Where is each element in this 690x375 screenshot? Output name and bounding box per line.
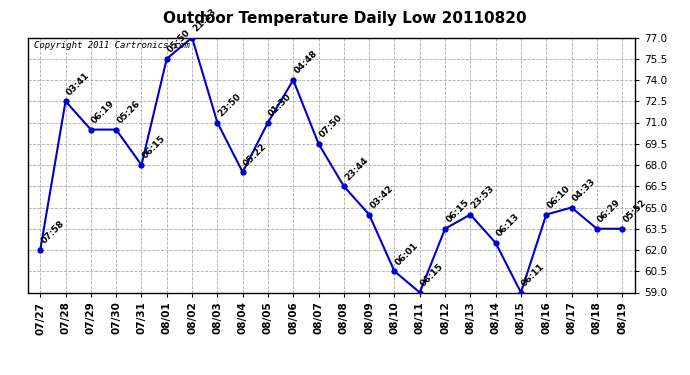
Text: 05:52: 05:52 (621, 198, 648, 225)
Text: 05:26: 05:26 (115, 99, 142, 125)
Text: 06:19: 06:19 (90, 99, 117, 125)
Text: 21:13: 21:13 (191, 7, 218, 33)
Text: 07:58: 07:58 (39, 219, 66, 246)
Text: 01:30: 01:30 (267, 92, 293, 118)
Text: 06:11: 06:11 (520, 262, 546, 288)
Text: 04:48: 04:48 (293, 49, 319, 76)
Text: 06:01: 06:01 (393, 241, 420, 267)
Text: 23:53: 23:53 (469, 184, 496, 210)
Text: 07:50: 07:50 (317, 113, 344, 140)
Text: 23:50: 23:50 (217, 92, 243, 118)
Text: Copyright 2011 Cartronics.com: Copyright 2011 Cartronics.com (34, 41, 190, 50)
Text: 04:33: 04:33 (571, 177, 598, 203)
Text: 23:44: 23:44 (343, 155, 370, 182)
Text: 06:15: 06:15 (419, 262, 446, 288)
Text: 06:13: 06:13 (495, 212, 522, 239)
Text: 05:22: 05:22 (241, 141, 268, 168)
Text: 06:29: 06:29 (596, 198, 622, 225)
Text: 05:50: 05:50 (166, 28, 193, 55)
Text: 03:42: 03:42 (368, 184, 395, 210)
Text: 06:15: 06:15 (141, 134, 167, 161)
Text: 03:41: 03:41 (65, 70, 91, 97)
Text: 06:10: 06:10 (545, 184, 572, 210)
Text: Outdoor Temperature Daily Low 20110820: Outdoor Temperature Daily Low 20110820 (164, 11, 526, 26)
Text: 06:15: 06:15 (444, 198, 471, 225)
